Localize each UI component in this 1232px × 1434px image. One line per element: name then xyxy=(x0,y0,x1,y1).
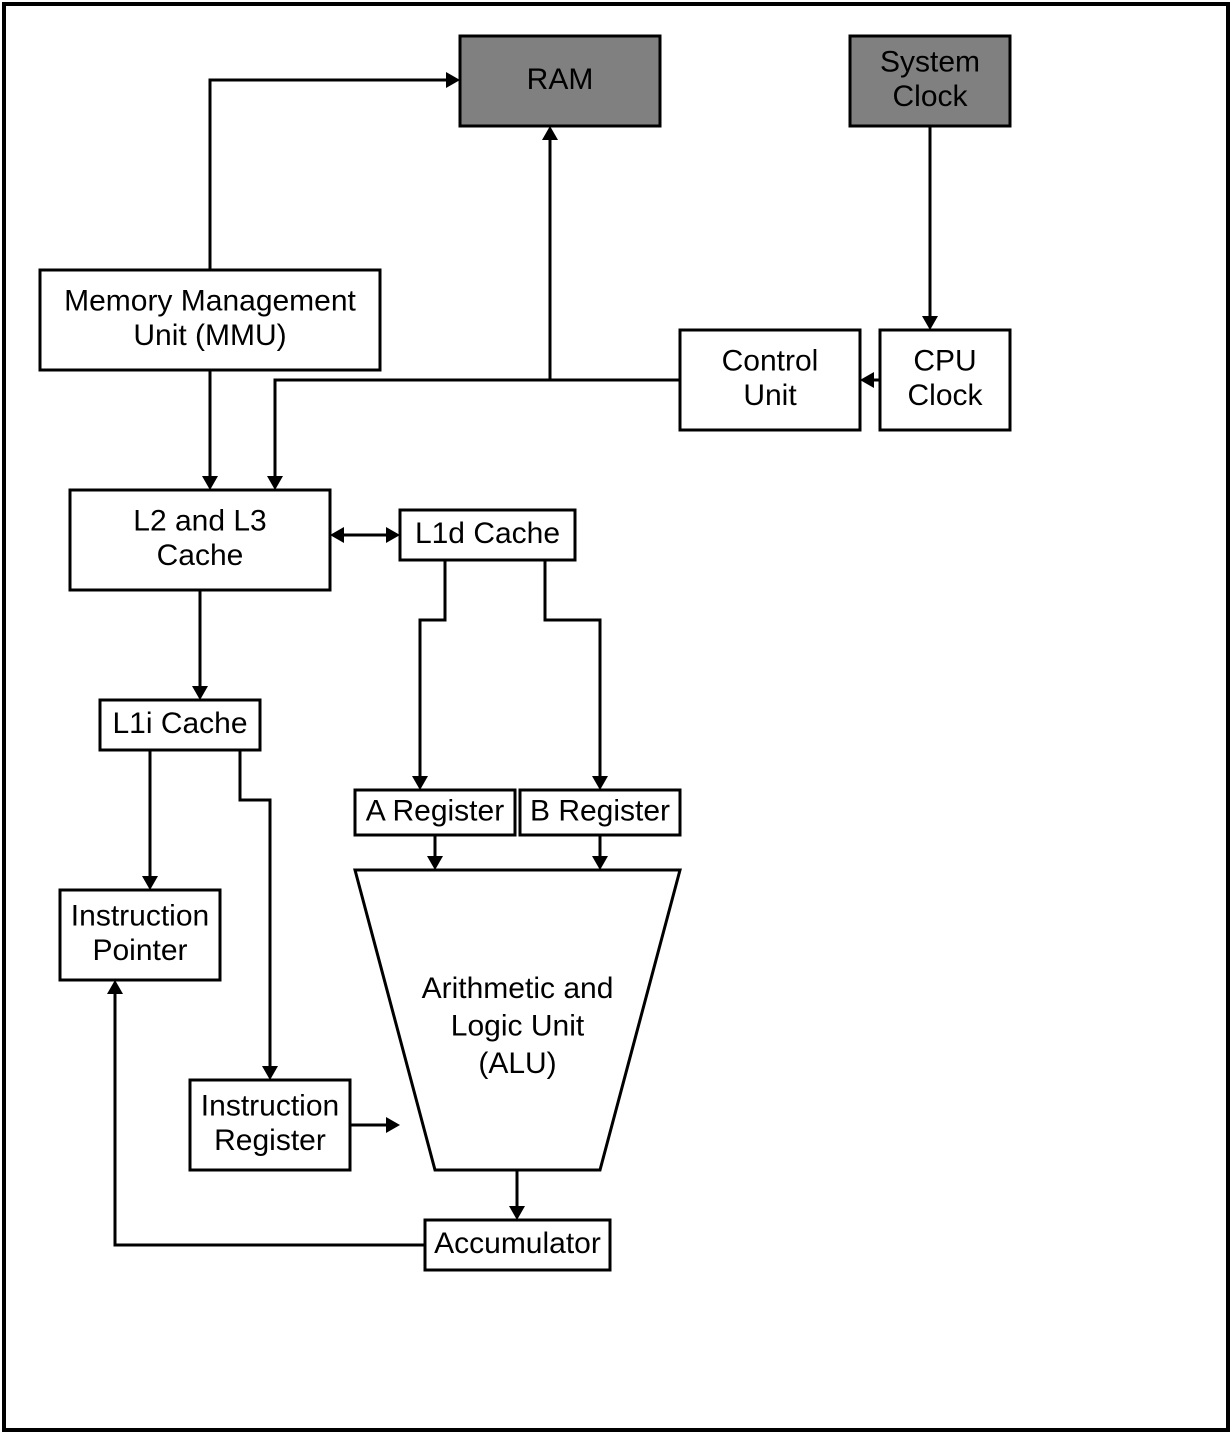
mmu-label: Unit (MMU) xyxy=(133,319,286,352)
breg-label: B Register xyxy=(530,794,670,827)
acc-label: Accumulator xyxy=(434,1227,601,1260)
alu-label: (ALU) xyxy=(478,1047,556,1080)
alu-label: Logic Unit xyxy=(451,1009,585,1042)
ip-label: Instruction xyxy=(71,900,209,933)
ir-label: Register xyxy=(214,1124,326,1157)
ip-label: Pointer xyxy=(92,934,187,967)
alu-label: Arithmetic and xyxy=(422,972,614,1005)
ir-label: Instruction xyxy=(201,1090,339,1123)
sysclock-label: System xyxy=(880,46,980,79)
mmu-label: Memory Management xyxy=(64,285,356,318)
l1d-label: L1d Cache xyxy=(415,517,560,550)
cpuclock-label: Clock xyxy=(907,379,983,412)
control-label: Control xyxy=(722,345,819,378)
l1i-label: L1i Cache xyxy=(112,707,247,740)
l23-label: Cache xyxy=(157,539,244,572)
control-label: Unit xyxy=(743,379,797,412)
cpuclock-label: CPU xyxy=(913,345,976,378)
areg-label: A Register xyxy=(366,794,504,827)
l23-label: L2 and L3 xyxy=(133,505,266,538)
sysclock-label: Clock xyxy=(892,80,968,113)
ram-label: RAM xyxy=(527,63,594,96)
